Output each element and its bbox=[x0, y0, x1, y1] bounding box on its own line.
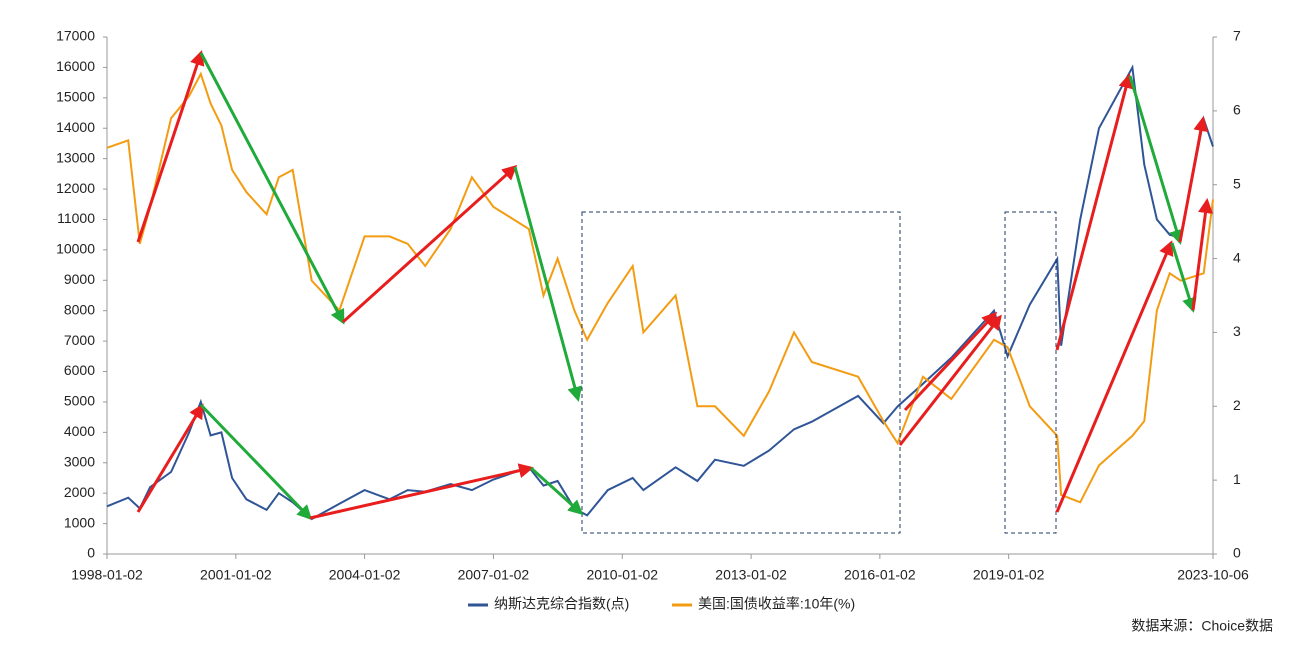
highlight-box bbox=[581, 211, 901, 534]
highlight-box bbox=[1004, 211, 1057, 534]
arrow bbox=[1055, 240, 1174, 513]
annotations bbox=[136, 50, 1213, 534]
arrow bbox=[1170, 242, 1197, 313]
y-tick-label: 11000 bbox=[57, 210, 95, 226]
y-tick-label: 16000 bbox=[56, 58, 95, 74]
x-tick-label: 2004-01-02 bbox=[329, 567, 401, 583]
y-tick-label: 14000 bbox=[56, 119, 95, 135]
y-tick-label: 12000 bbox=[56, 180, 95, 196]
y2-tick-label: 7 bbox=[1233, 28, 1241, 44]
y-tick-label: 17000 bbox=[56, 28, 95, 44]
y-tick-label: 8000 bbox=[64, 301, 95, 317]
arrow bbox=[1128, 75, 1184, 245]
legend-label: 纳斯达克综合指数(点) bbox=[494, 596, 629, 612]
arrow bbox=[1055, 73, 1134, 351]
y-tick-label: 9000 bbox=[64, 271, 95, 287]
arrow bbox=[136, 403, 204, 513]
y-tick-label: 2000 bbox=[64, 484, 95, 500]
series-line bbox=[106, 64, 1214, 521]
arrow bbox=[513, 166, 583, 402]
arrow bbox=[1191, 198, 1213, 311]
x-tick-label: 2023-10-06 bbox=[1177, 567, 1249, 583]
arrow bbox=[1178, 116, 1209, 243]
arrow bbox=[529, 466, 584, 516]
x-tick-label: 2013-01-02 bbox=[715, 567, 787, 583]
y-tick-label: 7000 bbox=[64, 332, 95, 348]
y-tick-label: 1000 bbox=[64, 514, 95, 530]
x-tick-label: 2007-01-02 bbox=[458, 567, 530, 583]
x-tick-label: 2010-01-02 bbox=[586, 567, 658, 583]
arrow bbox=[341, 164, 518, 324]
y-tick-label: 3000 bbox=[64, 453, 95, 469]
y-tick-label: 5000 bbox=[64, 393, 95, 409]
arrow bbox=[199, 52, 345, 325]
y-tick-label: 15000 bbox=[56, 89, 95, 105]
x-tick-label: 2019-01-02 bbox=[973, 567, 1045, 583]
arrow bbox=[898, 314, 1002, 446]
y-tick-label: 13000 bbox=[56, 149, 95, 165]
y2-tick-label: 6 bbox=[1233, 102, 1241, 118]
x-tick-label: 1998-01-02 bbox=[71, 567, 143, 583]
x-tick-label: 2001-01-02 bbox=[200, 567, 272, 583]
y-tick-label: 10000 bbox=[56, 241, 95, 257]
arrow bbox=[309, 463, 534, 520]
x-tick-label: 2016-01-02 bbox=[844, 567, 916, 583]
y-tick-label: 0 bbox=[87, 545, 95, 561]
y-tick-label: 4000 bbox=[64, 423, 95, 439]
y2-tick-label: 3 bbox=[1233, 323, 1241, 339]
arrow bbox=[136, 50, 205, 243]
plot-area: 0 1000 2000 3000 4000 5000 6000 7000 8000 9000 100… bbox=[56, 28, 1249, 583]
y2-tick-label: 2 bbox=[1233, 397, 1241, 413]
y-tick-label: 6000 bbox=[64, 362, 95, 378]
y2-tick-label: 4 bbox=[1233, 249, 1241, 265]
arrow bbox=[199, 403, 313, 521]
y2-tick-label: 0 bbox=[1233, 545, 1241, 561]
y2-tick-label: 5 bbox=[1233, 175, 1241, 191]
arrow bbox=[903, 311, 998, 412]
legend-label: 美国:国债收益率:10年(%) bbox=[698, 596, 855, 612]
series-line bbox=[106, 71, 1214, 504]
source-note: 数据来源：Choice数据 bbox=[1131, 618, 1273, 634]
y2-tick-label: 1 bbox=[1233, 471, 1241, 487]
